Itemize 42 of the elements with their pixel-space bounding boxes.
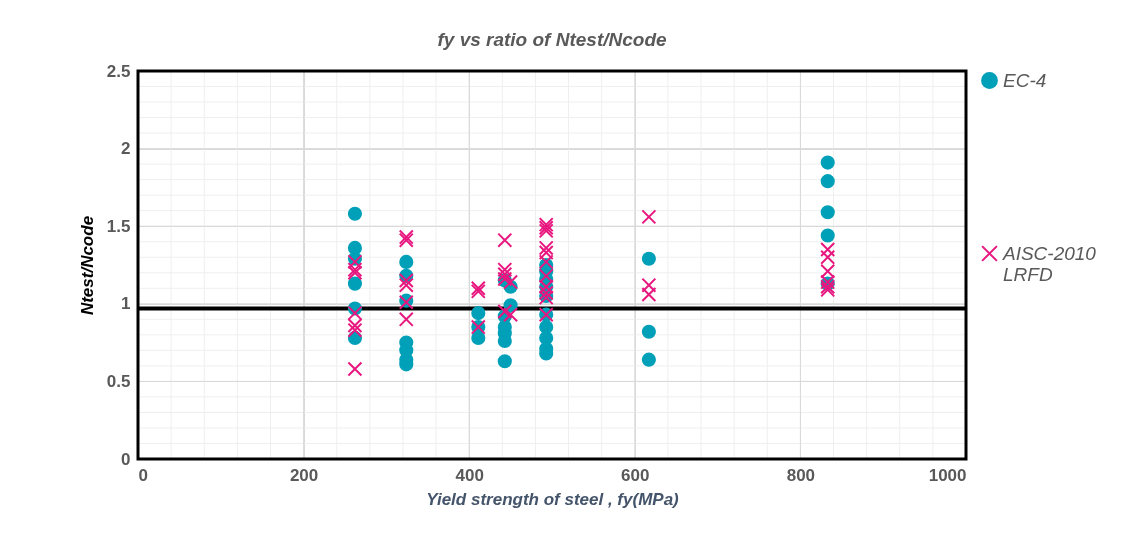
point — [503, 274, 519, 290]
point — [347, 206, 363, 221]
y-tick-label: 1.5 — [106, 216, 131, 236]
point — [471, 306, 486, 321]
chart-title: fy vs ratio of Ntest/Ncode — [437, 29, 667, 50]
y-tick-label: 1 — [121, 294, 131, 314]
y-tick-label: 2 — [121, 139, 131, 159]
point — [497, 232, 513, 248]
point — [641, 209, 657, 225]
x-tick-label: 400 — [455, 465, 484, 485]
point — [347, 361, 363, 377]
point — [398, 311, 414, 327]
x-tick-label: 1000 — [928, 465, 967, 485]
x-tick-label: 600 — [621, 465, 650, 485]
point — [398, 273, 414, 289]
point — [497, 354, 512, 369]
point — [471, 330, 486, 345]
point — [820, 205, 835, 220]
legend-label: EC-4 — [1003, 69, 1047, 91]
x-tick-label: 200 — [289, 465, 319, 485]
x-tick-label: 0 — [138, 465, 148, 485]
point — [641, 324, 656, 339]
x-tick-label: 800 — [786, 465, 816, 485]
point — [347, 322, 363, 338]
point — [641, 352, 656, 367]
point — [820, 155, 835, 170]
point — [497, 266, 513, 282]
legend-label: AISC-2010 LRFD — [1002, 242, 1097, 285]
point — [820, 228, 835, 243]
point — [399, 254, 414, 269]
point — [398, 277, 414, 293]
point — [820, 174, 835, 189]
y-tick-label: 0.5 — [106, 371, 131, 391]
point — [503, 307, 519, 323]
point — [820, 241, 836, 257]
y-tick-label: 0 — [121, 449, 131, 469]
point — [347, 276, 363, 291]
point — [641, 251, 656, 266]
x-axis-title: Yield strength of steel , fy(MPa) — [426, 489, 680, 509]
point — [497, 304, 513, 320]
y-axis-title: Ntest/Ncode — [77, 215, 97, 316]
y-tick-label: 2.5 — [106, 61, 131, 81]
